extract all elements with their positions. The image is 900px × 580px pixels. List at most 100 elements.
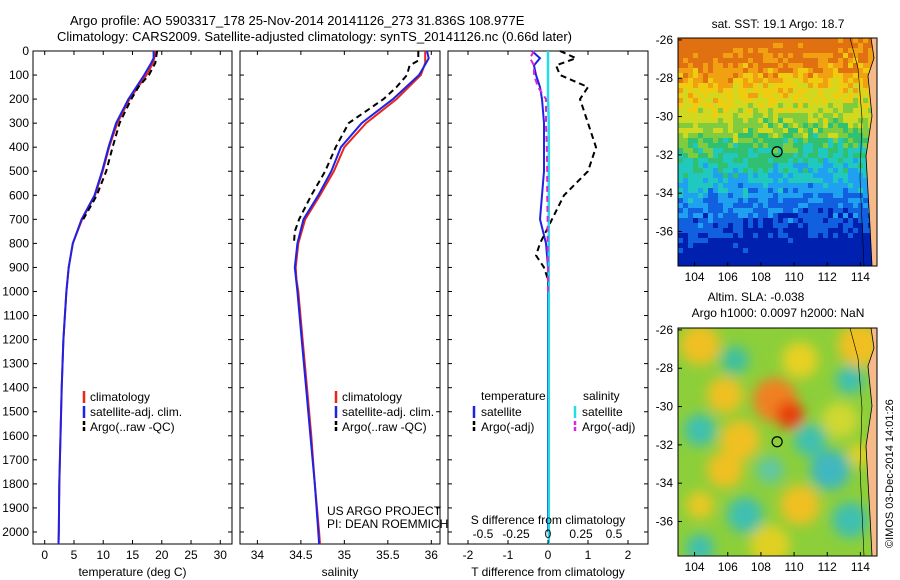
sst-cell	[838, 123, 843, 128]
sst-cell	[868, 38, 873, 43]
plot-frame	[32, 50, 233, 545]
sst-cell	[678, 228, 683, 233]
sst-cell	[678, 108, 683, 113]
sst-cell	[718, 163, 723, 168]
sst-cell	[798, 58, 803, 63]
sst-cell	[753, 123, 758, 128]
sst-cell	[723, 258, 728, 263]
map-title-line-2: Argo h1000: 0.0097 h2000: NaN	[692, 306, 865, 320]
sst-cell	[863, 253, 868, 258]
sst-cell	[693, 173, 698, 178]
sst-cell	[788, 233, 793, 238]
sst-cell	[698, 123, 703, 128]
sst-cell	[718, 183, 723, 188]
sst-cell	[853, 48, 858, 53]
sst-cell	[728, 93, 733, 98]
sst-cell	[713, 223, 718, 228]
sst-cell	[833, 218, 838, 223]
sst-cell	[688, 178, 693, 183]
sst-cell	[828, 183, 833, 188]
sst-cell	[823, 83, 828, 88]
sst-cell	[693, 128, 698, 133]
sst-cell	[758, 223, 763, 228]
sst-cell	[713, 93, 718, 98]
sst-cell	[833, 153, 838, 158]
sst-cell	[698, 213, 703, 218]
sst-cell	[868, 243, 873, 248]
sst-cell	[768, 158, 773, 163]
sst-cell	[743, 253, 748, 258]
sst-cell	[843, 148, 848, 153]
sst-cell	[703, 53, 708, 58]
sst-cell	[803, 73, 808, 78]
sst-cell	[723, 68, 728, 73]
sst-cell	[818, 48, 823, 53]
sst-cell	[793, 263, 798, 266]
sst-cell	[818, 123, 823, 128]
sst-cell	[733, 238, 738, 243]
sst-cell	[858, 248, 863, 253]
sst-cell	[843, 53, 848, 58]
sst-cell	[793, 248, 798, 253]
sst-cell	[818, 243, 823, 248]
sst-cell	[763, 173, 768, 178]
x-tick-label: 34.5	[289, 548, 313, 562]
sst-cell	[763, 208, 768, 213]
sst-cell	[798, 88, 803, 93]
sst-cell	[813, 188, 818, 193]
sst-cell	[818, 248, 823, 253]
sst-cell	[848, 113, 853, 118]
sst-cell	[698, 38, 703, 43]
sst-cell	[843, 68, 848, 73]
sst-cell	[718, 253, 723, 258]
sst-cell	[738, 118, 743, 123]
sst-cell	[728, 203, 733, 208]
sst-cell	[693, 118, 698, 123]
sst-cell	[848, 48, 853, 53]
sst-cell	[848, 73, 853, 78]
sst-cell	[843, 158, 848, 163]
sst-cell	[773, 183, 778, 188]
sst-cell	[758, 123, 763, 128]
sst-cell	[713, 58, 718, 63]
sst-cell	[788, 243, 793, 248]
sst-cell	[798, 113, 803, 118]
sst-cell	[858, 228, 863, 233]
sst-cell	[843, 178, 848, 183]
sst-cell	[723, 173, 728, 178]
sst-cell	[688, 108, 693, 113]
sla-blob	[836, 366, 864, 394]
sst-cell	[803, 118, 808, 123]
sst-cell	[728, 198, 733, 203]
sst-cell	[773, 73, 778, 78]
sst-cell	[848, 118, 853, 123]
sst-cell	[758, 183, 763, 188]
sst-cell	[778, 223, 783, 228]
sst-cell	[738, 258, 743, 263]
sst-cell	[863, 88, 868, 93]
sst-cell	[823, 198, 828, 203]
sst-cell	[713, 123, 718, 128]
sst-cell	[793, 183, 798, 188]
sst-cell	[688, 163, 693, 168]
sst-cell	[688, 183, 693, 188]
sst-cell	[833, 118, 838, 123]
sst-cell	[853, 58, 858, 63]
depth-tick-label: 1800	[2, 477, 29, 491]
sst-cell	[853, 103, 858, 108]
sst-cell	[803, 258, 808, 263]
sst-cell	[793, 108, 798, 113]
sst-cell	[748, 143, 753, 148]
sst-cell	[703, 218, 708, 223]
sst-cell	[758, 153, 763, 158]
sst-cell	[753, 143, 758, 148]
legend-label: Argo(-adj)	[481, 420, 534, 434]
sst-cell	[823, 128, 828, 133]
sst-cell	[828, 233, 833, 238]
sst-cell	[728, 223, 733, 228]
sla-blob	[794, 424, 826, 456]
sst-cell	[813, 183, 818, 188]
sst-cell	[688, 213, 693, 218]
sst-cell	[853, 118, 858, 123]
sst-cell	[803, 53, 808, 58]
